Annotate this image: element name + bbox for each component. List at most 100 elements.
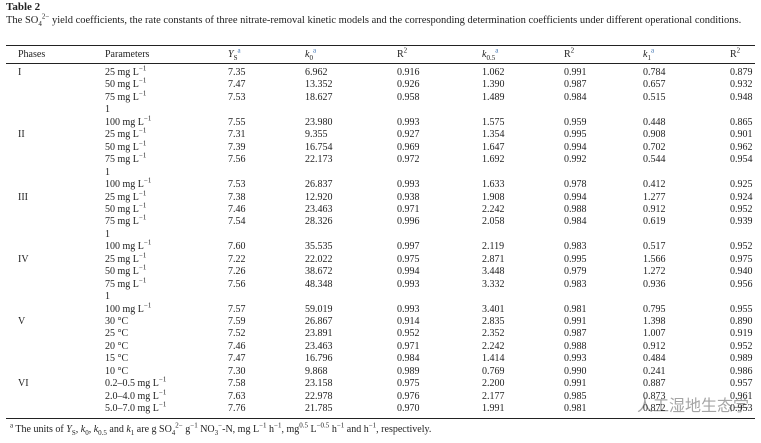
parameter-cell: 75 mg L−1 [105,276,147,291]
value-cell: 0.914 [397,316,420,327]
parameter-cell: 50 mg L−1 [105,264,146,278]
value-cell: 0.872 [643,403,666,415]
text-run: and [106,424,127,435]
value-cell: 0.956 [730,278,753,290]
value-cell: 0.959 [564,116,587,128]
text-run: −1 [138,139,147,148]
value-cell: 3.332 [482,278,505,290]
value-cell: 2.352 [482,328,505,340]
value-cell: 9.355 [305,129,328,141]
value-cell: 0.936 [643,278,666,290]
value-cell: 7.31 [228,129,246,141]
value-cell: 0.987 [564,328,587,340]
value-cell: 3.448 [482,266,505,278]
header-cell: R2 [397,47,407,61]
value-cell: 1.647 [482,141,505,153]
value-cell: 26.837 [305,179,333,191]
value-cell: 0.962 [730,141,753,153]
value-cell: 7.52 [228,328,246,340]
phase-cell: V [18,316,26,327]
value-cell: 7.56 [228,154,246,166]
text-run: 3 [214,429,219,437]
value-cell: 23.980 [305,116,333,128]
parameter-cell: 100 mg L−1 [105,115,151,129]
text-run: k [93,424,99,435]
value-cell: 1.354 [482,129,505,141]
text-run: and h [344,424,369,435]
value-cell: 0.887 [643,378,666,390]
value-cell: 2.119 [482,241,505,253]
value-cell: 1.991 [482,403,505,415]
wrapped-superscript: 1 [105,104,110,116]
value-cell: 0.993 [397,278,420,290]
value-cell: 0.976 [397,390,420,402]
value-cell: 1.007 [643,328,666,340]
parameter-cell: 25 mg L−1 [105,127,146,141]
text-run: 25 mg L [105,191,139,203]
text-run: −1 [138,276,147,285]
text-run: 50 mg L [105,141,139,153]
value-cell: 0.952 [730,340,753,352]
value-cell: 0.983 [564,241,587,253]
value-cell: 0.996 [397,216,420,228]
text-run: 0.5 [486,54,496,62]
value-cell: 7.53 [228,91,246,103]
value-cell: 7.47 [228,353,246,365]
value-cell: 23.891 [305,328,333,340]
value-cell: 0.932 [730,79,753,91]
parameter-cell: 20 °C [105,341,128,353]
text-run: 30 °C [105,316,129,327]
value-cell: 0.986 [730,365,753,377]
value-cell: 7.47 [228,79,246,91]
text-run: −1 [190,421,198,430]
text-run: 0.5 [299,421,308,430]
value-cell: 48.348 [305,278,333,290]
value-cell: 0.484 [643,353,666,365]
value-cell: 2.242 [482,340,505,352]
phase-cell: I [18,67,22,78]
text-run: −1 [259,421,267,430]
bottom-rule [6,418,755,419]
value-cell: 0.991 [564,378,587,390]
value-cell: 1.398 [643,316,666,327]
value-cell: 1.414 [482,353,505,365]
text-run: −1 [274,421,282,430]
value-cell: 0.939 [730,216,753,228]
value-cell: 0.938 [397,191,420,203]
value-cell: 7.55 [228,116,246,128]
value-cell: 7.35 [228,67,246,78]
parameter-cell: 25 mg L−1 [105,190,146,204]
text-run: − [218,421,223,430]
value-cell: 0.927 [397,129,420,141]
value-cell: 0.448 [643,116,666,128]
value-cell: 0.926 [397,79,420,91]
text-run: k [643,49,648,60]
value-cell: 0.993 [397,179,420,191]
parameter-cell: 25 mg L−1 [105,65,146,79]
value-cell: 23.463 [305,340,333,352]
value-cell: 18.627 [305,91,333,103]
text-run: 100 mg L [105,241,144,253]
value-cell: 0.769 [482,365,505,377]
value-cell: 0.241 [643,365,666,377]
text-run: −1 [138,251,147,260]
parameter-cell: 100 mg L−1 [105,302,151,316]
text-run: 75 mg L [105,216,139,228]
parameter-cell: 75 mg L−1 [105,90,146,104]
header-cell: R2 [564,47,574,61]
value-cell: 0.971 [397,340,420,352]
text-run: −1 [158,388,167,397]
value-cell: 23.158 [305,378,333,390]
value-cell: 0.952 [397,328,420,340]
value-cell: 1.062 [482,67,505,78]
text-run: 0 [85,429,89,437]
value-cell: 0.987 [564,79,587,91]
value-cell: 16.796 [305,353,333,365]
value-cell: 1.692 [482,154,505,166]
value-cell: 0.948 [730,91,753,103]
text-run: 2− [175,421,183,430]
value-cell: 0.988 [564,203,587,215]
value-cell: 28.326 [305,216,333,228]
text-run: S [233,54,238,62]
